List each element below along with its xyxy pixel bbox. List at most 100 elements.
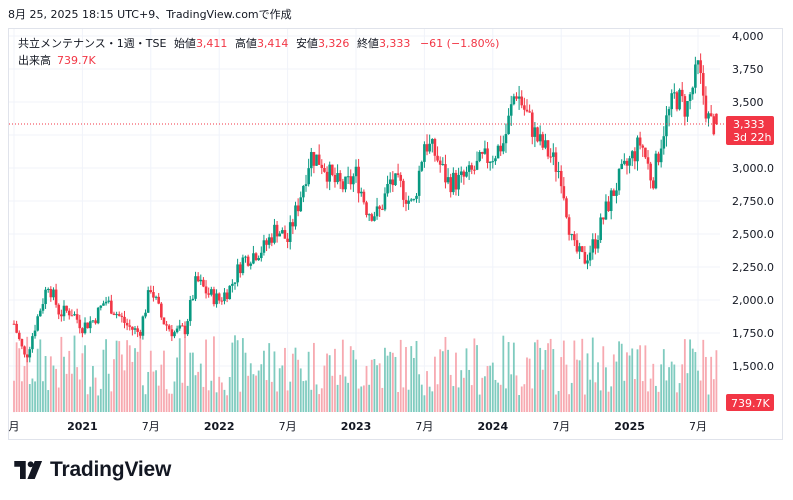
volume-bar bbox=[147, 371, 150, 412]
candle-body bbox=[488, 161, 492, 163]
candle-body bbox=[49, 288, 53, 298]
volume-bar bbox=[370, 359, 373, 412]
candle-body bbox=[686, 101, 689, 117]
volume-bar bbox=[662, 349, 665, 412]
candle-body bbox=[402, 180, 405, 200]
candle-body bbox=[173, 332, 176, 337]
volume-bar bbox=[286, 390, 289, 412]
candle-body bbox=[346, 176, 350, 178]
volume-bar bbox=[576, 359, 578, 412]
volume-bar bbox=[86, 394, 89, 412]
candle-body bbox=[386, 184, 389, 194]
candle-body bbox=[383, 193, 387, 210]
volume-bar bbox=[149, 350, 152, 412]
candle-body bbox=[96, 307, 100, 324]
volume-bar bbox=[281, 365, 284, 412]
volume-bar bbox=[42, 381, 44, 412]
volume-bar bbox=[412, 357, 415, 412]
candle-body bbox=[441, 164, 445, 166]
candle-body bbox=[144, 312, 147, 317]
candle-body bbox=[336, 173, 339, 183]
volume-bar bbox=[455, 352, 457, 412]
tradingview-brand[interactable]: TradingView bbox=[14, 458, 171, 482]
candle-body bbox=[128, 325, 132, 327]
volume-bar bbox=[191, 352, 194, 412]
candle-body bbox=[715, 113, 718, 125]
volume-bar bbox=[476, 345, 478, 412]
volume-bar bbox=[194, 375, 197, 412]
candle-body bbox=[670, 93, 673, 110]
volume-bar bbox=[673, 364, 676, 412]
candle-body bbox=[491, 161, 495, 163]
candle-body bbox=[444, 164, 447, 183]
candle-body bbox=[604, 201, 608, 220]
candle-body bbox=[688, 94, 692, 102]
candle-body bbox=[502, 143, 505, 152]
candle-body bbox=[457, 174, 460, 190]
candle-body bbox=[694, 64, 697, 88]
candle-body bbox=[102, 303, 105, 306]
volume-legend: 出来高 739.7K bbox=[18, 52, 96, 68]
volume-bar bbox=[449, 374, 452, 412]
volume-bar bbox=[220, 382, 223, 412]
candle-body bbox=[562, 186, 566, 199]
candle-body bbox=[317, 154, 321, 165]
volume-bar bbox=[668, 367, 670, 412]
candle-body bbox=[57, 304, 61, 315]
volume-bar bbox=[665, 380, 668, 412]
volume-bar bbox=[352, 350, 355, 412]
candle-body bbox=[15, 323, 18, 333]
x-tick-label: 2022 bbox=[204, 420, 235, 433]
volume-bar bbox=[365, 365, 368, 412]
candle-body bbox=[178, 325, 182, 329]
candle-body bbox=[162, 317, 166, 325]
volume-bar bbox=[473, 338, 476, 412]
volume-bar bbox=[510, 374, 513, 412]
candle-body bbox=[504, 134, 508, 144]
volume-bar bbox=[65, 373, 68, 412]
volume-bar bbox=[213, 336, 215, 412]
candle-body bbox=[236, 264, 239, 283]
close-label: 終値 bbox=[356, 37, 379, 50]
candle-body bbox=[273, 224, 276, 243]
candle-body bbox=[275, 224, 279, 237]
candle-body bbox=[515, 96, 518, 99]
volume-bar bbox=[694, 352, 697, 412]
candle-body bbox=[436, 155, 439, 161]
volume-bar bbox=[34, 381, 36, 412]
candle-body bbox=[615, 190, 618, 196]
candle-body bbox=[599, 217, 602, 241]
candle-body bbox=[257, 258, 260, 261]
volume-bar bbox=[536, 339, 539, 412]
volume-bar bbox=[702, 339, 705, 412]
candle-body bbox=[160, 303, 163, 318]
volume-bar bbox=[105, 339, 107, 412]
x-tick-label: 2021 bbox=[67, 420, 98, 433]
candle-body bbox=[465, 171, 468, 177]
volume-bar bbox=[612, 354, 615, 412]
volume-bar bbox=[499, 384, 502, 412]
x-tick-label: 2024 bbox=[477, 420, 508, 433]
candle-body bbox=[701, 73, 705, 96]
volume-bar bbox=[278, 368, 281, 412]
candle-body bbox=[583, 251, 587, 264]
candle-body bbox=[220, 300, 224, 302]
volume-bar bbox=[373, 359, 376, 412]
candle-body bbox=[286, 238, 289, 242]
bar-countdown: 3d 22h bbox=[733, 131, 771, 144]
y-tick-label: 2,000.0 bbox=[732, 294, 774, 307]
volume-bar bbox=[494, 379, 497, 412]
volume-bar bbox=[134, 348, 136, 412]
volume-bar bbox=[568, 394, 570, 412]
candle-body bbox=[146, 290, 150, 313]
candle-body bbox=[680, 89, 684, 97]
volume-bar bbox=[644, 345, 647, 412]
candle-body bbox=[530, 112, 534, 137]
volume-bar bbox=[110, 391, 113, 412]
volume-bar bbox=[268, 343, 271, 412]
volume-bar bbox=[47, 390, 50, 412]
candle-body bbox=[54, 289, 58, 305]
candle-body bbox=[188, 300, 192, 322]
volume-bar bbox=[710, 356, 713, 412]
